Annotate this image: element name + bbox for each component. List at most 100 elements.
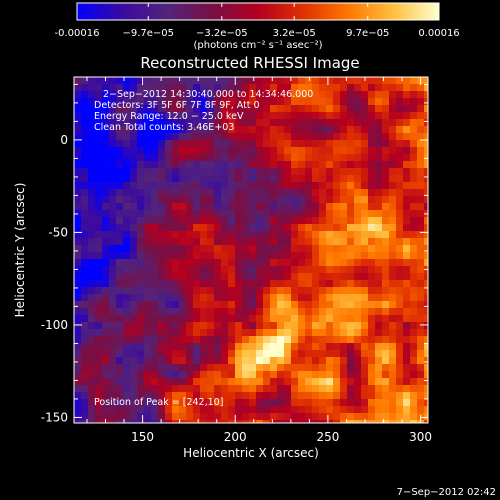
heatmap-cell	[319, 287, 327, 295]
heatmap-cell	[137, 105, 145, 113]
heatmap-cell	[249, 77, 257, 85]
heatmap-cell	[389, 420, 397, 423]
heatmap-cell	[284, 231, 292, 239]
heatmap-cell	[116, 126, 124, 134]
heatmap-cell	[291, 364, 299, 372]
heatmap-cell	[424, 413, 428, 421]
heatmap-cell	[270, 343, 278, 351]
heatmap-cell	[186, 140, 194, 148]
heatmap-cell	[137, 413, 145, 421]
heatmap-cell	[340, 98, 348, 106]
heatmap-cell	[291, 259, 299, 267]
heatmap-cell	[389, 133, 397, 141]
heatmap-cell	[249, 343, 257, 351]
heatmap-cell	[382, 168, 390, 176]
heatmap-cell	[403, 147, 411, 155]
heatmap-cell	[235, 175, 243, 183]
heatmap-cell	[326, 238, 334, 246]
heatmap-cell	[235, 231, 243, 239]
heatmap-cell	[95, 343, 103, 351]
heatmap-cell	[235, 224, 243, 232]
heatmap-cell	[179, 392, 187, 400]
heatmap-cell	[151, 98, 159, 106]
heatmap-cell	[81, 196, 89, 204]
heatmap-cell	[123, 182, 131, 190]
heatmap-cell	[361, 133, 369, 141]
heatmap-cell	[207, 203, 215, 211]
heatmap-cell	[221, 266, 229, 274]
heatmap-cell	[74, 168, 82, 176]
heatmap-cell	[354, 266, 362, 274]
heatmap-cell	[144, 147, 152, 155]
heatmap-cell	[389, 203, 397, 211]
heatmap-cell	[214, 259, 222, 267]
heatmap-cell	[242, 301, 250, 309]
heatmap-cell	[172, 406, 180, 414]
heatmap-cell	[312, 112, 320, 120]
heatmap-cell	[81, 385, 89, 393]
heatmap-cell	[340, 420, 348, 423]
heatmap-cell	[172, 210, 180, 218]
heatmap-cell	[263, 336, 271, 344]
heatmap-cell	[235, 161, 243, 169]
heatmap-cell	[326, 154, 334, 162]
heatmap-cell	[130, 364, 138, 372]
heatmap-cell	[326, 133, 334, 141]
heatmap-cell	[235, 357, 243, 365]
heatmap-cell	[319, 182, 327, 190]
heatmap-cell	[123, 343, 131, 351]
heatmap-cell	[347, 238, 355, 246]
heatmap-cell	[109, 161, 117, 169]
heatmap-cell	[137, 315, 145, 323]
heatmap-cell	[88, 301, 96, 309]
heatmap-cell	[123, 98, 131, 106]
heatmap-cell	[389, 224, 397, 232]
heatmap-cell	[403, 308, 411, 316]
heatmap-cell	[368, 301, 376, 309]
heatmap-cell	[256, 266, 264, 274]
heatmap-cell	[123, 217, 131, 225]
heatmap-cell	[312, 91, 320, 99]
heatmap-cell	[116, 420, 124, 423]
heatmap-cell	[200, 413, 208, 421]
heatmap-cell	[347, 119, 355, 127]
heatmap-cell	[74, 189, 82, 197]
heatmap-cell	[410, 392, 418, 400]
heatmap-cell	[123, 350, 131, 358]
heatmap-cell	[382, 378, 390, 386]
heatmap-cell	[102, 112, 110, 120]
heatmap-cell	[137, 322, 145, 330]
heatmap-cell	[319, 210, 327, 218]
heatmap-cell	[382, 189, 390, 197]
heatmap-cell	[417, 154, 425, 162]
heatmap-cell	[200, 259, 208, 267]
heatmap-cell	[256, 287, 264, 295]
heatmap-cell	[165, 322, 173, 330]
heatmap-cell	[403, 175, 411, 183]
heatmap-cell	[95, 126, 103, 134]
heatmap-cell	[144, 413, 152, 421]
heatmap-cell	[361, 252, 369, 260]
heatmap-cell	[102, 259, 110, 267]
heatmap-cell	[270, 112, 278, 120]
heatmap-cell	[347, 224, 355, 232]
heatmap-cell	[263, 287, 271, 295]
heatmap-cell	[109, 287, 117, 295]
heatmap-cell	[382, 133, 390, 141]
heatmap-cell	[396, 294, 404, 302]
heatmap-cell	[74, 308, 82, 316]
heatmap-cell	[312, 105, 320, 113]
heatmap-cell	[221, 147, 229, 155]
heatmap-cell	[298, 210, 306, 218]
heatmap-cell	[158, 224, 166, 232]
heatmap-cell	[242, 364, 250, 372]
heatmap-cell	[277, 91, 285, 99]
heatmap-cell	[116, 182, 124, 190]
heatmap-cell	[312, 245, 320, 253]
heatmap-cell	[158, 294, 166, 302]
heatmap-cell	[403, 224, 411, 232]
heatmap-cell	[305, 406, 313, 414]
heatmap-cell	[130, 112, 138, 120]
heatmap-cell	[116, 329, 124, 337]
heatmap-cell	[389, 245, 397, 253]
